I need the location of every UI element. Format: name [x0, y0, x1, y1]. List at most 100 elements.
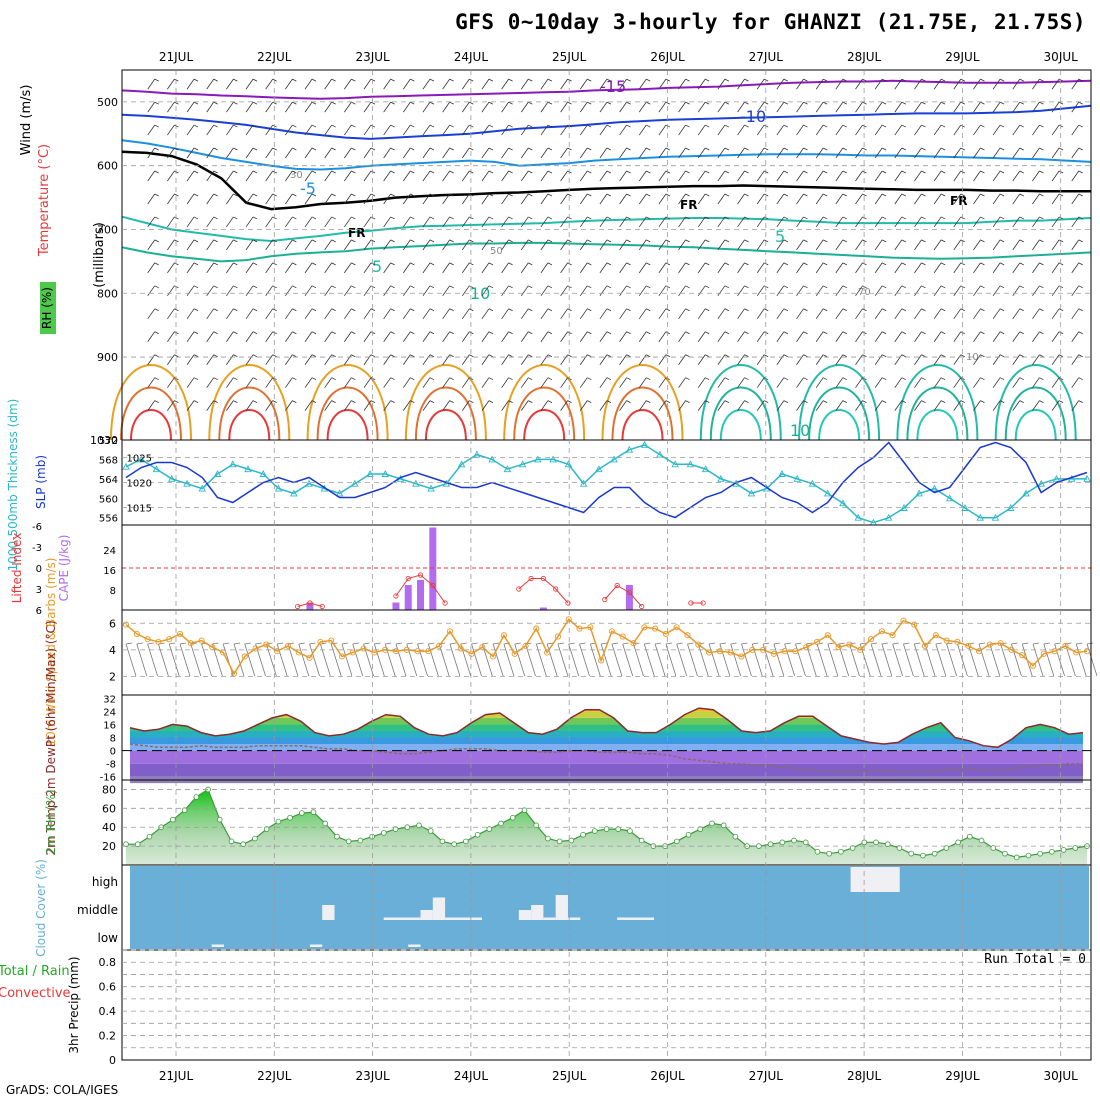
wind-barb — [933, 78, 946, 90]
wind-barb — [874, 124, 887, 136]
wind-speed-point — [500, 632, 507, 639]
wind-barb — [402, 147, 415, 159]
wind-barb — [1071, 124, 1083, 136]
wind-barb — [756, 170, 769, 182]
wind-barb — [992, 308, 1005, 320]
cloud-bar — [383, 917, 421, 920]
wind-barb — [678, 377, 690, 388]
wind-barb — [324, 147, 336, 159]
wind-barb — [914, 400, 926, 411]
surface-wind-barb — [600, 642, 612, 677]
lifted-index-point — [700, 600, 706, 606]
cloud-bar — [211, 944, 224, 947]
rh-point — [287, 814, 293, 821]
rh-point — [521, 807, 528, 814]
wind-barb — [1071, 216, 1083, 228]
wind-barb — [835, 308, 848, 320]
wind-barb — [619, 400, 631, 411]
wind-barb — [402, 331, 415, 342]
wind-barb — [285, 239, 297, 251]
wind-barb — [638, 170, 651, 182]
thickness-point — [244, 465, 252, 473]
wind-barb — [678, 400, 690, 411]
wind-barb — [560, 400, 572, 411]
wind-barb — [1051, 78, 1064, 90]
rh-point — [1002, 850, 1008, 857]
wind-barb — [697, 239, 710, 251]
wind-barb — [206, 193, 218, 205]
wind-barb — [422, 170, 435, 182]
wind-barb — [1012, 147, 1024, 159]
wind-barb — [953, 78, 965, 90]
pressure-tick: 900 — [97, 351, 118, 364]
rh-point — [1060, 847, 1067, 853]
wind-barb — [245, 285, 258, 297]
wind-barb — [1051, 239, 1064, 251]
wind-speed-point — [338, 653, 346, 660]
wind-barb — [678, 170, 690, 182]
wind-barb — [815, 400, 828, 411]
wind-barb — [697, 400, 710, 411]
lifted-index-point — [307, 600, 313, 606]
wind-barb — [304, 308, 317, 320]
wind-barb — [914, 262, 926, 274]
wind-barb — [147, 170, 159, 182]
wind-barb — [1051, 193, 1064, 205]
wind-barb — [402, 78, 415, 90]
wind-barb — [855, 170, 867, 182]
wind-barb — [245, 400, 258, 411]
wind-barb — [265, 78, 277, 90]
wind-speed-point — [122, 621, 130, 628]
wind-barb — [481, 308, 494, 320]
wind-barb — [383, 331, 395, 342]
wind-barb — [835, 78, 848, 90]
wind-barb — [383, 147, 395, 159]
surface-wind-barb — [168, 642, 180, 677]
wind-barb — [442, 216, 454, 228]
isotherm-line — [121, 79, 1092, 100]
wind-barb — [442, 193, 454, 205]
wind-barb — [501, 239, 513, 251]
wind-barb — [540, 400, 553, 411]
wind-barb — [402, 262, 415, 274]
precip-tick: 0.8 — [99, 956, 117, 969]
wind-speed-point — [997, 640, 1004, 647]
wind-barb — [206, 170, 218, 182]
wind-barb — [756, 354, 769, 365]
panel-frame-wind — [121, 609, 1092, 696]
wind-barb — [953, 124, 965, 136]
wind-barb — [481, 147, 494, 159]
wind-barb — [638, 331, 651, 342]
thickness-point — [1052, 474, 1061, 482]
wind-barb — [520, 285, 533, 297]
wind-tick: 6 — [109, 617, 116, 630]
wind-barb — [481, 216, 494, 228]
surface-wind-barb — [838, 642, 850, 677]
wind-barb — [442, 101, 454, 113]
wind-speed-point — [770, 650, 777, 657]
thickness-point — [381, 470, 390, 477]
lifted-index-point — [614, 582, 620, 589]
thickness-point — [945, 494, 954, 502]
surface-wind-barb — [741, 642, 752, 677]
wind-barb — [776, 216, 789, 228]
wind-barb — [1071, 400, 1083, 411]
run-total-label: Run Total = 0 — [984, 952, 1086, 967]
surface-wind-barb — [784, 642, 796, 677]
thickness-point — [518, 460, 527, 468]
wind-barb — [815, 124, 828, 136]
thickness-point — [854, 513, 862, 521]
wind-barb — [1032, 239, 1044, 251]
wind-barb — [481, 377, 494, 388]
wind-speed-point — [457, 645, 464, 652]
wind-barb — [1012, 308, 1024, 320]
wind-barb — [697, 331, 710, 342]
sfc-temp-contour — [218, 386, 281, 441]
pressure-tick: 700 — [97, 223, 118, 236]
wind-barb — [1012, 331, 1024, 342]
wind-speed-point — [166, 636, 173, 643]
wind-barb — [265, 170, 277, 182]
wind-barb — [540, 78, 553, 90]
wind-barb — [776, 147, 789, 159]
